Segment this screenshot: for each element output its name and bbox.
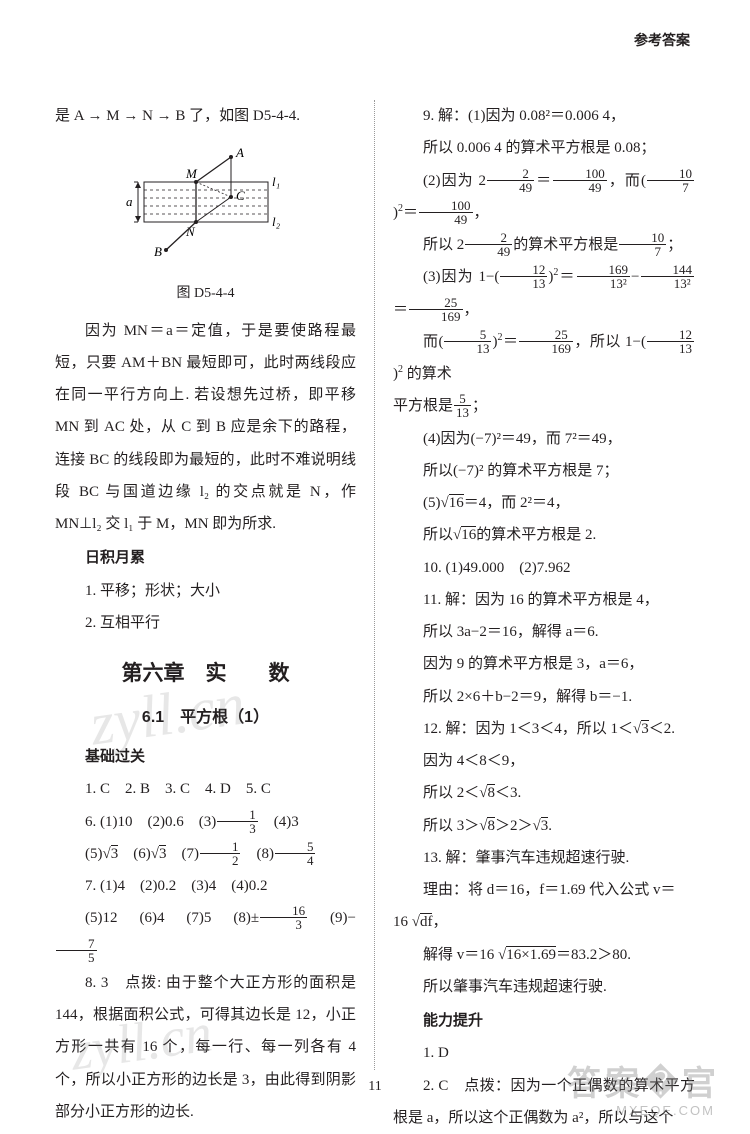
n1: 1. D (393, 1037, 695, 1069)
r11b: 所以 3a−2＝16，解得 a＝6. (393, 616, 695, 648)
q6-mid: (4)3 (259, 814, 299, 830)
chapter-title: 第六章 实 数 (55, 657, 356, 691)
r10: 10. (1)49.000 (2)7.962 (393, 552, 695, 584)
r13b: 理由：将 d＝16，f＝1.69 代入公式 v＝ (393, 874, 695, 906)
r9c3: 平方根是513； (393, 390, 695, 422)
section-title: 6.1 平方根（1） (55, 701, 356, 735)
r9e2: 所以√16的算术平方根是 2. (393, 519, 695, 551)
q7b-frac-1: 163 (260, 904, 307, 931)
r12b: 因为 4＜8＜9， (393, 745, 695, 777)
r11c: 因为 9 的算术平方根是 3，a＝6， (393, 648, 695, 680)
q7b-pre: (5)12 (6)4 (7)5 (8)± (85, 910, 259, 926)
r13a: 13. 解：肇事汽车违规超速行驶. (393, 842, 695, 874)
r9b2: 所以 2249的算术平方根是107； (393, 229, 695, 261)
fig-label-B: B (154, 244, 162, 259)
figure-d5-4-4: a l₁ l₂ A M N B C (55, 142, 356, 274)
fig-label-l2: l₂ (272, 214, 281, 229)
q6-frac-8: 54 (275, 840, 316, 867)
q8: 8. 3 点拨: 由于整个大正方形的面积是 144，根据面积公式，可得其边长是 … (55, 967, 356, 1128)
r9d1: (4)因为(−7)²＝49，而 7²＝49， (393, 423, 695, 455)
q6-pre: 6. (1)10 (2)0.6 (3) (85, 814, 216, 830)
fig-label-M: M (185, 166, 198, 181)
q7a: 7. (1)4 (2)0.2 (3)4 (4)0.2 (55, 870, 356, 902)
q6-line1: 6. (1)10 (2)0.6 (3)13 (4)3 (55, 806, 356, 838)
r9a2: 所以 0.006 4 的算术平方根是 0.08； (393, 132, 695, 164)
r9d2: 所以(−7)² 的算术平方根是 7； (393, 455, 695, 487)
r9c: (3)因为 1−(1213)2＝16913²−14413²＝25169， (393, 261, 695, 326)
r13c: 16 √df， (393, 906, 695, 938)
r12d: 所以 3＞√8＞2＞√3. (393, 810, 695, 842)
two-column-layout: 是 A → M → N → B 了，如图 D5-4-4. (55, 100, 695, 1070)
q7b-mid: (9)− (308, 910, 356, 926)
left-column: 是 A → M → N → B 了，如图 D5-4-4. (55, 100, 375, 1070)
left-line-0: 是 A → M → N → B 了，如图 D5-4-4. (55, 100, 356, 132)
riji-2: 2. 互相平行 (55, 607, 356, 639)
right-column: 9. 解：(1)因为 0.08²＝0.006 4， 所以 0.006 4 的算术… (375, 100, 695, 1070)
fig-label-A: A (235, 145, 244, 160)
q7b-frac-2: 75 (56, 937, 97, 964)
fig-label-l1: l₁ (272, 174, 280, 189)
fig-label-a: a (126, 194, 133, 209)
riji-title: 日积月累 (55, 542, 356, 574)
r11a: 11. 解：因为 16 的算术平方根是 4， (393, 584, 695, 616)
fig-label-C: C (236, 188, 245, 203)
q7b: (5)12 (6)4 (7)5 (8)±163 (9)− 75 (55, 902, 356, 967)
r11d: 所以 2×6＋b−2＝9，解得 b＝−1. (393, 681, 695, 713)
r12a: 12. 解：因为 1＜3＜4，所以 1＜√3＜2. (393, 713, 695, 745)
q6-7-pre: (7) (166, 846, 199, 862)
r12c: 所以 2＜√8＜3. (393, 777, 695, 809)
page: 参考答案 是 A → M → N → B 了，如图 D5-4-4. (0, 0, 750, 1120)
figure-caption: 图 D5-4-4 (55, 279, 356, 309)
q6-5-pre: (5)√ (85, 846, 111, 862)
left-paragraph-1: 因为 MN＝a＝定值，于是要使路程最短，只要 AM＋BN 最短即可，此时两线段应… (55, 315, 356, 541)
r9c2: 而(513)2＝25169，所以 1−(1213)2 的算术 (393, 326, 695, 391)
q6-line2: (5)√3 (6)√3 (7)12 (8)54 (55, 838, 356, 870)
q6-8-pre: (8) (241, 846, 274, 862)
r9e1: (5)√16＝4，而 2²＝4， (393, 487, 695, 519)
riji-1: 1. 平移；形状；大小 (55, 575, 356, 607)
page-header: 参考答案 (634, 30, 690, 50)
q6-6-pre: (6)√ (118, 846, 159, 862)
nengli-title: 能力提升 (393, 1005, 695, 1037)
r9a: 9. 解：(1)因为 0.08²＝0.006 4， (393, 100, 695, 132)
r13e: 所以肇事汽车违规超速行驶. (393, 971, 695, 1003)
r13d: 解得 v＝16 √16×1.69＝83.2＞80. (393, 939, 695, 971)
q6-frac-7: 12 (200, 840, 241, 867)
q1-5: 1. C 2. B 3. C 4. D 5. C (55, 773, 356, 805)
page-number: 11 (0, 1079, 750, 1095)
jichu-title: 基础过关 (55, 741, 356, 773)
q6-frac-1: 13 (217, 808, 258, 835)
r9b: (2)因为 2249＝10049，而(107)2＝10049， (393, 165, 695, 230)
